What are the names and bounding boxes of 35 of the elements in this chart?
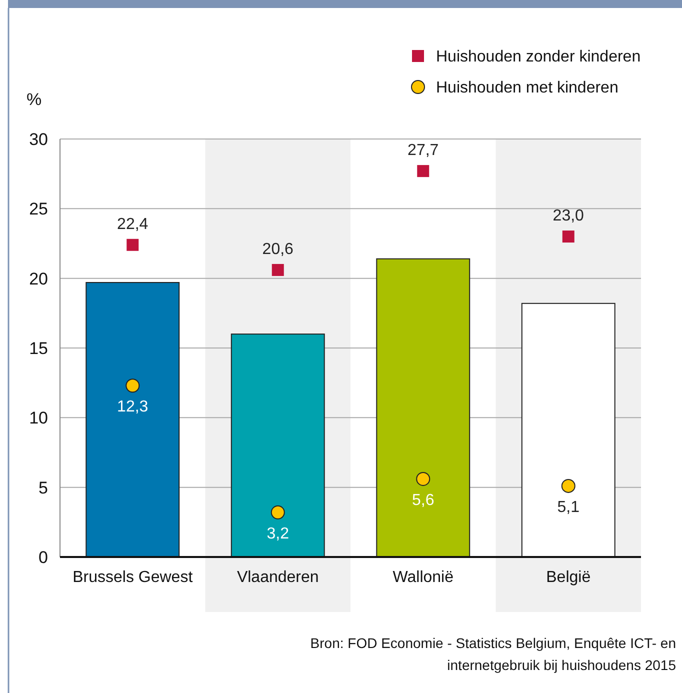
data-label: 5,6 [412,492,434,509]
data-label: 5,1 [557,498,580,516]
x-tick-label: België [546,569,591,586]
bar [86,282,180,558]
point [417,165,430,178]
bar [376,258,470,558]
point [126,238,139,251]
point [562,230,574,243]
point [272,264,284,276]
data-label: 20,6 [262,240,294,258]
y-axis-title: % [26,90,42,109]
bar [521,302,616,558]
point [416,472,430,486]
y-tick-label: 20 [29,269,48,288]
y-tick-label: 0 [38,548,48,567]
y-tick-label: 10 [29,408,48,428]
y-tick-label: 15 [29,338,48,358]
data-label: 3,2 [266,525,290,542]
data-label: 23,0 [552,208,584,225]
data-label: 27,7 [408,142,439,160]
bar [230,334,325,558]
y-tick-label: 30 [29,130,48,149]
point [561,478,576,493]
point [126,378,140,393]
y-tick-label: 5 [38,478,48,498]
y-tick-label: 25 [29,200,48,219]
legend-label: Huishouden zonder kinderen [436,48,641,66]
x-tick-label: Brussels Gewest [72,569,194,586]
x-tick-label: Vlaanderen [236,569,319,586]
data-label: 22,4 [117,216,148,233]
text: Bron: FOD Economie - Statistics Belgium, Enquête ICT- en internetgebruik bij huishoudens 2015 [310,635,676,673]
point [270,505,285,520]
x-tick-label: Wallonië [392,569,454,586]
data-label: 12,3 [117,398,148,416]
legend-label: Huishouden met kinderen [436,80,618,97]
